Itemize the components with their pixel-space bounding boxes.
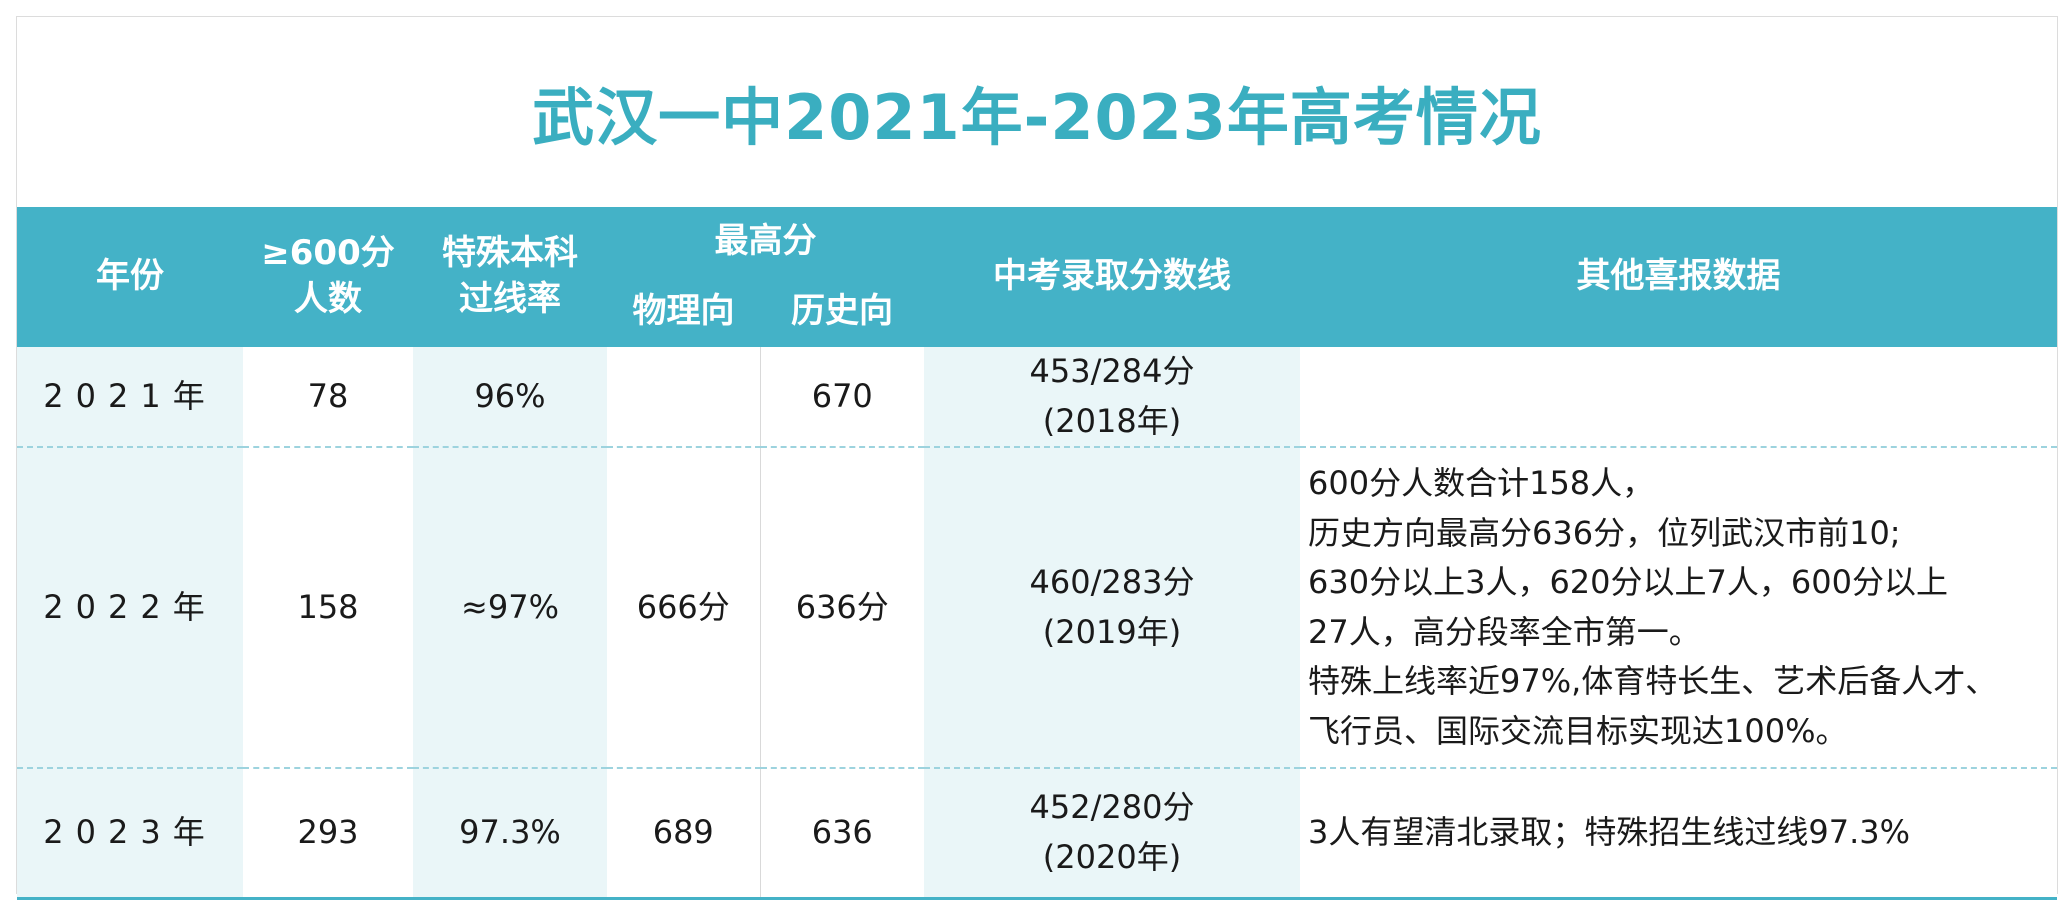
header-count600-line1: ≥600分 [261, 233, 395, 274]
note-line: 3人有望清北录取；特殊招生线过线97.3% [1308, 813, 1911, 852]
header-history: 历史向 [760, 277, 924, 347]
cell-history: 636 [760, 768, 924, 900]
header-count600-line2: 人数 [294, 279, 362, 319]
header-year: 年份 [17, 207, 243, 347]
note-line: 600分人数合计158人， [1308, 463, 1655, 502]
cell-zhongkao-score: 460/283分 [1029, 563, 1195, 602]
header-row-top: 年份 ≥600分 人数 特殊本科 过线率 最高分 中考录取分数线 其他喜报数据 [17, 207, 2057, 347]
report-frame: 武汉一中2021年-2023年高考情况 年份 ≥600分 人数 特殊本科 过线率 [16, 16, 2058, 900]
cell-year: 2021年 [17, 347, 243, 449]
cell-physics: 689 [607, 768, 761, 900]
header-physics: 物理向 [607, 277, 760, 347]
cell-zhongkao-year: (2020年) [1042, 837, 1182, 876]
results-table: 年份 ≥600分 人数 特殊本科 过线率 最高分 中考录取分数线 其他喜报数据 … [17, 207, 2057, 900]
cell-other [1300, 347, 2057, 449]
cell-zhongkao-score: 452/280分 [1029, 788, 1195, 827]
note-line: 特殊上线率近97%,体育特长生、艺术后备人才、 [1308, 662, 1998, 701]
cell-zhongkao-score: 453/284分 [1029, 352, 1195, 390]
cell-year: 2022年 [17, 447, 243, 770]
cell-zhongkao-year: (2018年) [1042, 401, 1182, 440]
cell-history: 636分 [760, 447, 924, 770]
header-row-bottom: 物理向 历史向 [17, 277, 2057, 347]
cell-other: 3人有望清北录取；特殊招生线过线97.3% [1300, 768, 2057, 900]
cell-year: 2023年 [17, 768, 243, 900]
cell-special-rate: ≈97% [413, 447, 607, 770]
note-line: 历史方向最高分636分，位列武汉市前10; [1308, 513, 1901, 552]
header-max-score: 最高分 [607, 207, 924, 277]
note-line: 27人，高分段率全市第一。 [1308, 612, 1701, 651]
cell-history: 670 [760, 347, 924, 449]
header-special-line2: 过线率 [459, 279, 561, 319]
cell-zhongkao: 460/283分 (2019年) [924, 447, 1300, 770]
note-line: 飞行员、国际交流目标实现达100%。 [1308, 711, 1848, 750]
cell-special-rate: 97.3% [413, 768, 607, 900]
header-count600: ≥600分 人数 [243, 207, 413, 347]
cell-count600: 78 [243, 347, 413, 449]
cell-count600: 293 [243, 768, 413, 900]
cell-other: 600分人数合计158人， 历史方向最高分636分，位列武汉市前10; 630分… [1300, 447, 2057, 770]
header-other: 其他喜报数据 [1300, 207, 2057, 347]
header-special-line1: 特殊本科 [442, 233, 578, 274]
cell-zhongkao: 452/280分 (2020年) [924, 768, 1300, 900]
table-row: 2022年 158 ≈97% 666分 636分 460/283分 (2019年… [17, 447, 2057, 770]
cell-count600: 158 [243, 447, 413, 770]
cell-physics: 666分 [607, 447, 761, 770]
cell-physics [607, 347, 761, 449]
header-special-rate: 特殊本科 过线率 [413, 207, 607, 347]
table-row: 2023年 293 97.3% 689 636 452/280分 (2020年)… [17, 768, 2057, 900]
cell-zhongkao: 453/284分 (2018年) [924, 347, 1300, 449]
cell-special-rate: 96% [413, 347, 607, 449]
page-title: 武汉一中2021年-2023年高考情况 [532, 81, 1542, 154]
header-zhongkao: 中考录取分数线 [924, 207, 1300, 347]
table-row: 2021年 78 96% 670 453/284分 (2018年) [17, 347, 2057, 449]
note-line: 630分以上3人，620分以上7人，600分以上 [1308, 563, 1948, 602]
cell-zhongkao-year: (2019年) [1042, 612, 1182, 651]
